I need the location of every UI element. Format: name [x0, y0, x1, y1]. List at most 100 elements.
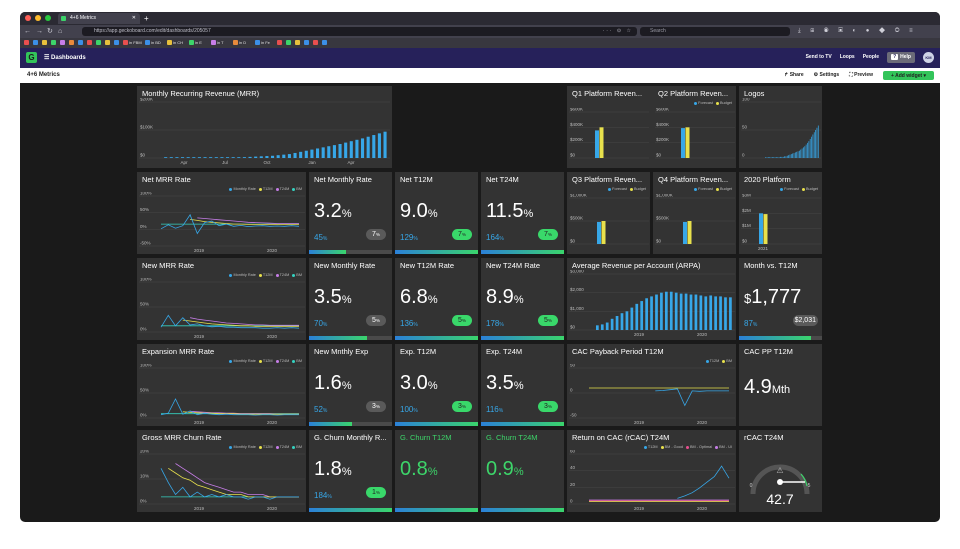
preview-button[interactable]: ⛶ Preview: [849, 72, 874, 78]
close-window-icon[interactable]: [25, 15, 31, 21]
bookmark-item[interactable]: [304, 40, 310, 46]
data-bar: [655, 294, 658, 330]
page-actions-icon[interactable]: ··· ⊙ ☆: [602, 28, 633, 34]
bookmark-item[interactable]: [96, 40, 102, 46]
close-tab-icon[interactable]: ✕: [131, 15, 136, 21]
maximize-window-icon[interactable]: [45, 15, 51, 21]
back-icon[interactable]: ←: [24, 28, 31, 35]
widget-p2020[interactable]: 2020 Platform Forecast Budget $3M $2M $1M $0 20…: [739, 172, 822, 254]
widget-gross-churn[interactable]: Gross MRR Churn Rate Monthly Rate T12M T24M…: [137, 430, 306, 512]
chart-legend: Forecast Budget: [777, 187, 818, 191]
widget-rcac[interactable]: rCAC T24M ⚠ 0 5 42.7: [739, 430, 822, 512]
widget-exp-mrr[interactable]: Expansion MRR Rate Monthly Rate T12M T24M BM…: [137, 344, 306, 426]
data-bar: [271, 155, 275, 158]
bookmark-item[interactable]: [51, 40, 57, 46]
bookmark-item[interactable]: [277, 40, 283, 46]
widget-title: Q4 Platform Reven...: [658, 175, 729, 184]
comparison-badge: 5%: [366, 315, 386, 326]
bookmark-item[interactable]: in D: [233, 40, 246, 46]
widget-cac-payback[interactable]: CAC Payback Period T12M T12M BM 50 0 -50 2019 2…: [567, 344, 736, 426]
geckoboard-logo-icon[interactable]: G: [26, 52, 37, 63]
help-button[interactable]: ? Help: [887, 52, 915, 63]
y-tick-label: $2M: [742, 208, 751, 213]
widget-net-monthly[interactable]: Net Monthly Rate 3.2% 45% 7%: [309, 172, 392, 254]
bookmark-item[interactable]: [87, 40, 93, 46]
widget-net-mrr[interactable]: Net MRR Rate Monthly Rate T12M T24M BM 100% 50…: [137, 172, 306, 254]
browser-tab[interactable]: 4+6 Metrics ✕: [58, 13, 140, 24]
bookmark-icon: [313, 40, 318, 46]
dashboards-nav[interactable]: ☰ Dashboards: [44, 55, 86, 61]
bookmark-item[interactable]: [24, 40, 30, 46]
toolbar-extension-icons[interactable]: ⤓ ⊞ ◉ ▣ ◐ ● ◆ ◎ ≡: [798, 28, 917, 34]
widget-q3[interactable]: Q3 Platform Reven... Forecast Budget $1,000…: [567, 172, 650, 254]
legend-swatch-icon: [292, 445, 296, 449]
bookmark-item[interactable]: in CH: [167, 40, 183, 46]
widget-new-t24[interactable]: New T24M Rate 8.9% 178% 5%: [481, 258, 564, 340]
bookmark-item[interactable]: [105, 40, 111, 46]
widget-exp-t24[interactable]: Exp. T24M 3.5% 116% 3%: [481, 344, 564, 426]
widget-cac-pp[interactable]: CAC PP T12M 4.9Mth: [739, 344, 822, 426]
people-link[interactable]: People: [862, 54, 880, 60]
widget-roc[interactable]: Return on CAC (rCAC) T24M T12M BM - Good BM…: [567, 430, 736, 512]
bookmark-item[interactable]: [286, 40, 292, 46]
bookmark-item[interactable]: in Fe: [255, 40, 270, 46]
bookmark-item[interactable]: in FBM: [123, 40, 142, 46]
widget-logos[interactable]: Logos 100 50 0: [739, 86, 822, 168]
home-icon[interactable]: ⌂: [58, 28, 63, 35]
x-tick-label: 2019: [634, 506, 645, 511]
bookmark-item[interactable]: [69, 40, 75, 46]
bookmark-item[interactable]: [60, 40, 66, 46]
forward-icon[interactable]: →: [36, 28, 43, 35]
widget-q2[interactable]: Q2 Platform Reven... Forecast Budget $600K $…: [653, 86, 736, 168]
widget-net-t12[interactable]: Net T12M 9.0% 129% 7%: [395, 172, 478, 254]
settings-button[interactable]: ⚙ Settings: [813, 72, 840, 78]
widget-g-churn-t12[interactable]: G. Churn T12M 0.8%: [395, 430, 478, 512]
bookmark-item[interactable]: [322, 40, 328, 46]
bookmark-item[interactable]: [42, 40, 48, 46]
bookmark-item[interactable]: in T: [211, 40, 224, 46]
share-button[interactable]: ↱ Share: [784, 72, 804, 78]
minimize-window-icon[interactable]: [35, 15, 41, 21]
widget-new-mrr[interactable]: New MRR Rate Monthly Rate T12M T24M BM 100% 50…: [137, 258, 306, 340]
widget-title: New Mnthly Exp: [314, 347, 369, 356]
bookmark-item[interactable]: [78, 40, 84, 46]
target-percent: 45%: [314, 233, 327, 242]
bookmark-item[interactable]: [295, 40, 301, 46]
bookmark-item[interactable]: in E: [189, 40, 202, 46]
bookmark-item[interactable]: [114, 40, 120, 46]
avatar[interactable]: KM: [923, 52, 934, 63]
geckoboard-favicon-icon: [61, 16, 66, 21]
url-bar[interactable]: https://app.geckoboard.com/edit/dashboar…: [82, 27, 637, 36]
chart-legend: Forecast Budget: [691, 101, 732, 105]
legend-entry: T12M: [262, 359, 273, 363]
data-bar: [679, 293, 683, 330]
badge-value: 3: [544, 403, 548, 410]
widget-new-monthly[interactable]: New Monthly Rate 3.5% 70% 5%: [309, 258, 392, 340]
widget-title: CAC Payback Period T12M: [572, 347, 664, 356]
widget-new-mnthly-exp[interactable]: New Mnthly Exp 1.6% 52% 3%: [309, 344, 392, 426]
legend-entry: BM: [296, 445, 302, 449]
widget-arpa[interactable]: Average Revenue per Account (ARPA) $3,000…: [567, 258, 736, 340]
dashboard-title[interactable]: 4+6 Metrics: [27, 72, 60, 78]
widget-net-t24[interactable]: Net T24M 11.5% 164% 7%: [481, 172, 564, 254]
send-to-tv-link[interactable]: Send to TV: [805, 54, 832, 60]
widget-q4[interactable]: Q4 Platform Reven... Forecast Budget $1,000…: [653, 172, 736, 254]
widget-g-churn-t24[interactable]: G. Churn T24M 0.9%: [481, 430, 564, 512]
loops-link[interactable]: Loops: [839, 54, 855, 60]
search-input[interactable]: Search: [640, 27, 790, 36]
bookmark-item[interactable]: [313, 40, 319, 46]
bookmark-item[interactable]: in BD: [145, 40, 161, 46]
widget-month-t12[interactable]: Month vs. T12M $1,777 87% $2,031: [739, 258, 822, 340]
comparison-badge: 5%: [452, 315, 472, 326]
y-tick-label: 50: [742, 125, 748, 130]
y-tick-label: $1,000K: [570, 194, 587, 198]
new-tab-icon[interactable]: +: [144, 14, 149, 23]
widget-exp-t12[interactable]: Exp. T12M 3.0% 100% 3%: [395, 344, 478, 426]
widget-new-t12[interactable]: New T12M Rate 6.8% 136% 5%: [395, 258, 478, 340]
metric-number: 3.2: [314, 200, 342, 222]
add-widget-button[interactable]: + Add widget ▾: [883, 71, 934, 80]
bookmark-item[interactable]: [33, 40, 39, 46]
widget-mrr[interactable]: Monthly Recurring Revenue (MRR) $200K $100…: [137, 86, 392, 168]
widget-g-churn-monthly[interactable]: G. Churn Monthly R... 1.8% 184% 1%: [309, 430, 392, 512]
reload-icon[interactable]: ↻: [47, 28, 53, 35]
